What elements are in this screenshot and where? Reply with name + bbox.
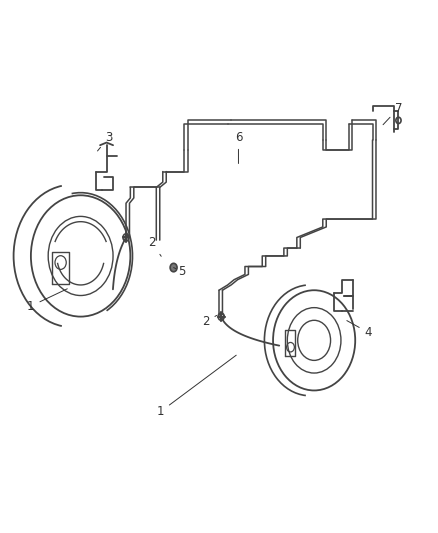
Text: 2: 2 (202, 316, 217, 328)
Circle shape (170, 263, 177, 272)
Text: 7: 7 (383, 102, 402, 125)
Text: 3: 3 (98, 131, 113, 151)
Text: 4: 4 (347, 320, 372, 339)
Text: 6: 6 (235, 131, 242, 164)
Text: 5: 5 (173, 265, 186, 278)
Text: 1: 1 (27, 289, 67, 312)
Text: 1: 1 (157, 355, 236, 418)
Text: 2: 2 (148, 236, 161, 256)
